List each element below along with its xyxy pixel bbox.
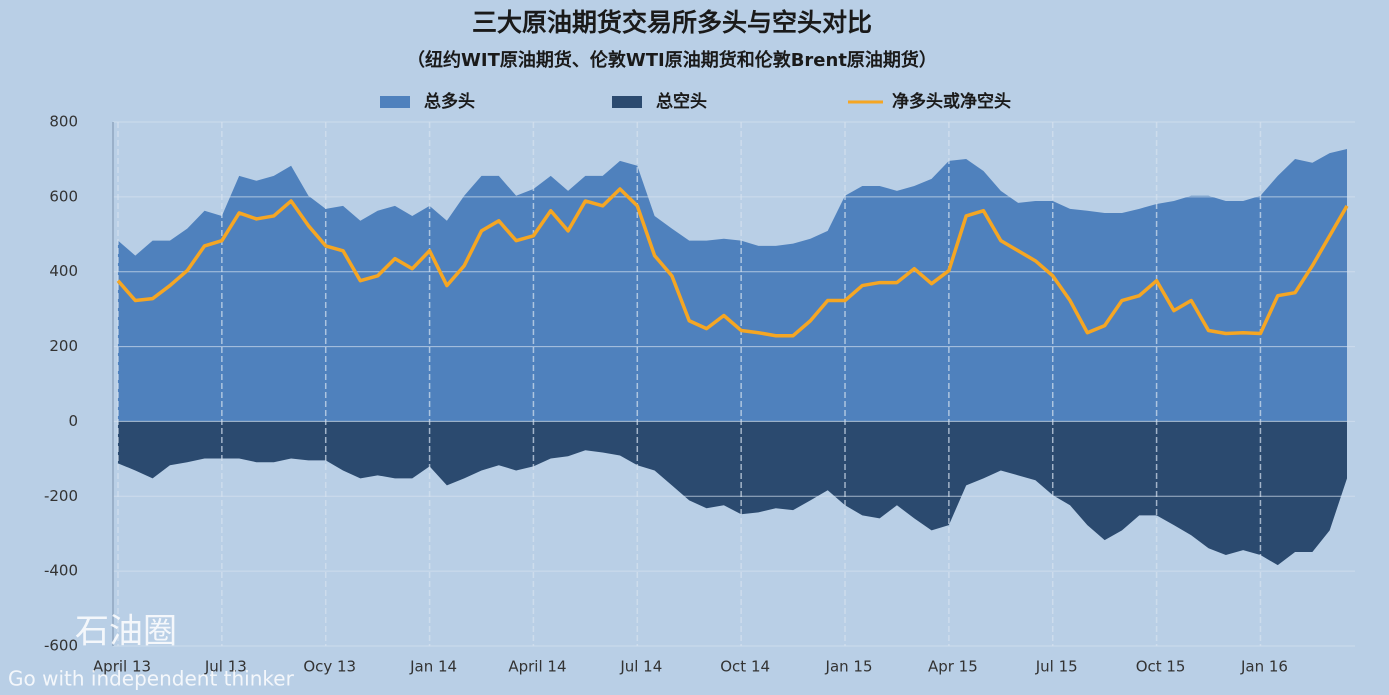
x-tick-label: Jan 15 [825,658,873,676]
legend-label: 净多头或净空头 [892,91,1011,112]
plot: -600 -400 -200 0 200 400 600 800 April 13 Jul 13 O… [44,113,1355,676]
legend-label: 总多头 [424,91,475,112]
y-tick-label: 200 [49,337,78,355]
chart-title: 三大原油期货交易所多头与空头对比 [472,8,872,37]
chart-subtitle: （纽约WIT原油期货、伦敦WTI原油期货和伦敦Brent原油期货） [407,49,937,71]
x-tick-label: Jul 14 [619,658,662,676]
y-tick-label: -600 [44,637,78,655]
watermark-logo: 石油圈 [75,612,177,652]
legend: 总多头 总空头 净多头或净空头 [380,91,1011,112]
x-tick-label: April 14 [508,658,566,676]
x-tick-label: Ocy 13 [303,658,356,676]
area [118,421,1347,566]
legend-swatch [380,96,410,108]
y-tick-label: -400 [44,562,78,580]
legend-label: 总空头 [656,91,707,112]
y-tick-label: 800 [49,113,78,131]
watermark-tagline: Go with independent thinker [8,667,295,691]
y-tick-label: 600 [49,187,78,205]
y-tick-label: 0 [68,412,78,430]
x-tick-label: Jul 15 [1035,658,1078,676]
area [118,148,1347,422]
x-tick-label: Apr 15 [928,658,978,676]
x-tick-label: Oct 15 [1136,658,1186,676]
x-tick-label: April 13 [93,658,151,676]
y-tick-label: 400 [49,262,78,280]
x-tick-label: Oct 14 [720,658,770,676]
x-tick-label: Jul 13 [204,658,247,676]
y-tick-label: -200 [44,487,78,505]
legend-swatch [612,96,642,108]
line [116,187,1349,338]
x-tick-label: Jan 16 [1240,658,1288,676]
x-tick-label: Jan 14 [409,658,457,676]
